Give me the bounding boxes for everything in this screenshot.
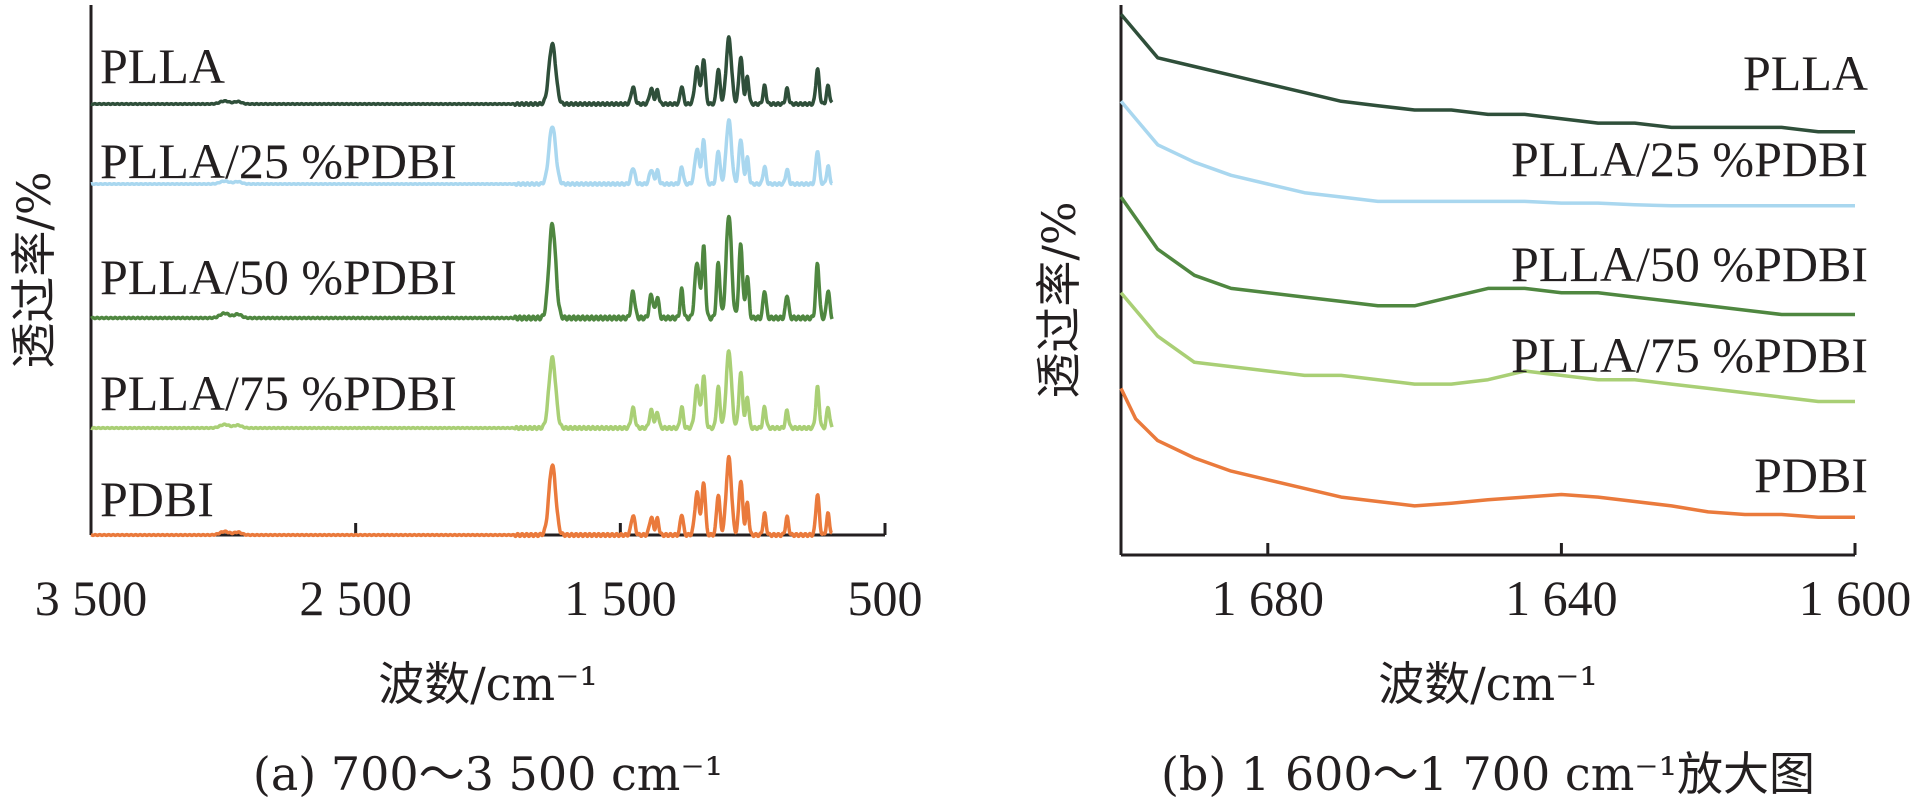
panel-a-line-plla-75-pdbi [89, 349, 834, 432]
panel-b-label-plla-75-pdbi: PLLA/75 %PDBI [1511, 327, 1868, 383]
panel-a-x-axis-title: 波数/cm⁻¹ [378, 657, 598, 711]
panel-a-line-plla [89, 35, 834, 107]
panel-a-label-plla-50-pdbi: PLLA/50 %PDBI [100, 249, 457, 305]
panel-a-x-tick-label: 500 [848, 570, 923, 626]
panel-b-caption: (b) 1 600～1 700 cm⁻¹放大图 [1161, 747, 1815, 801]
panel-a-series-labels: PLLA PLLA/25 %PDBI PLLA/50 %PDBI PLLA/75 %P… [100, 38, 457, 527]
panel-b: 1 680 1 640 1 600 PLLA PLLA/25 %PDBI PLLA/50… [1032, 5, 1911, 801]
panel-b-line-plla [1119, 13, 1855, 134]
panel-b-ticks: 1 680 1 640 1 600 [1212, 543, 1912, 626]
panel-b-series [1119, 13, 1855, 519]
panel-a-caption: (a) 700～3 500 cm⁻¹ [253, 747, 723, 801]
panel-b-x-tick-label: 1 680 [1212, 570, 1325, 626]
panel-b-series-labels: PLLA PLLA/25 %PDBI PLLA/50 %PDBI PLLA/75 %P… [1511, 45, 1868, 503]
panel-a-y-axis-title: 透过率/% [7, 171, 61, 368]
panel-b-label-plla-25-pdbi: PLLA/25 %PDBI [1511, 131, 1868, 187]
panel-b-line-plla-25-pdbi [1119, 100, 1855, 208]
panel-b-line-plla-75-pdbi [1119, 291, 1855, 404]
panel-b-label-plla-50-pdbi: PLLA/50 %PDBI [1511, 236, 1868, 292]
panel-a-x-tick-label: 2 500 [299, 570, 412, 626]
panel-b-x-tick-label: 1 640 [1505, 570, 1618, 626]
panel-a-x-tick-label: 1 500 [564, 570, 677, 626]
panel-b-x-tick-label: 1 600 [1799, 570, 1912, 626]
panel-a-series [89, 35, 834, 539]
panel-a-line-plla-25-pdbi [89, 118, 834, 187]
panel-a-line-pdbi [89, 454, 834, 539]
panel-b-line-pdbi [1119, 387, 1855, 519]
panel-b-label-pdbi: PDBI [1754, 447, 1868, 503]
panel-a-line-plla-50-pdbi [89, 214, 834, 322]
panel-a-label-pdbi: PDBI [100, 471, 214, 527]
panel-a-label-plla-25-pdbi: PLLA/25 %PDBI [100, 133, 457, 189]
panel-b-x-axis-title: 波数/cm⁻¹ [1378, 657, 1598, 711]
panel-a-ticks: 3 500 2 500 1 500 500 [35, 523, 923, 626]
panel-b-line-plla-50-pdbi [1119, 195, 1855, 317]
panel-a-x-tick-label: 3 500 [35, 570, 148, 626]
panel-b-label-plla: PLLA [1743, 45, 1868, 101]
panel-a-label-plla: PLLA [100, 38, 225, 94]
panel-b-y-axis-title: 透过率/% [1032, 201, 1086, 398]
panel-a-label-plla-75-pdbi: PLLA/75 %PDBI [100, 365, 457, 421]
